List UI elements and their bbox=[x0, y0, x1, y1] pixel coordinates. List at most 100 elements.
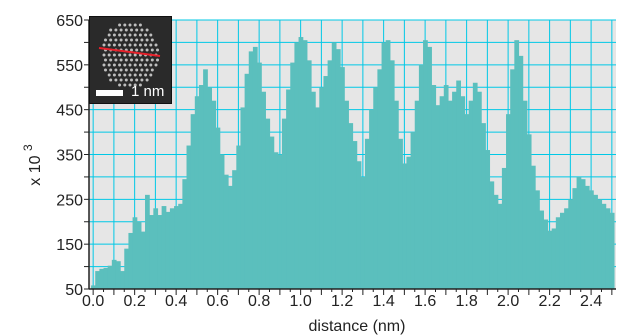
histogram-bar bbox=[327, 60, 333, 289]
scale-bar bbox=[96, 90, 123, 96]
histogram-bar bbox=[593, 194, 598, 289]
atomic-column bbox=[130, 68, 133, 72]
atomic-column bbox=[124, 68, 128, 72]
atomic-column bbox=[135, 78, 139, 82]
atomic-column bbox=[150, 38, 154, 42]
atomic-column bbox=[114, 28, 118, 32]
histogram-bar bbox=[115, 261, 121, 289]
histogram-bar bbox=[510, 69, 515, 289]
atomic-column bbox=[109, 78, 113, 82]
histogram-bar bbox=[169, 208, 175, 289]
atomic-column bbox=[128, 43, 132, 47]
histogram-bar bbox=[261, 91, 266, 289]
atomic-column bbox=[114, 38, 118, 42]
atomic-column bbox=[144, 73, 148, 77]
histogram-bar bbox=[431, 85, 437, 289]
histogram-bar bbox=[559, 212, 565, 289]
histogram-bar bbox=[298, 37, 304, 289]
y-tick-label: 650 bbox=[56, 13, 83, 30]
histogram-bar bbox=[132, 217, 138, 289]
histogram-bar bbox=[248, 51, 254, 289]
histogram-bar bbox=[476, 91, 482, 289]
atomic-column bbox=[119, 58, 123, 62]
histogram-bar bbox=[182, 179, 188, 289]
atomic-column bbox=[112, 33, 116, 37]
atomic-column bbox=[145, 48, 149, 52]
histogram-bar bbox=[265, 118, 271, 289]
atomic-column bbox=[118, 53, 122, 57]
histogram-bar bbox=[290, 62, 296, 290]
histogram-bar bbox=[389, 60, 395, 289]
histogram-bar bbox=[360, 176, 366, 289]
histogram-bar bbox=[497, 203, 503, 289]
histogram-bar bbox=[597, 199, 603, 289]
x-tick-label: 0.0 bbox=[82, 293, 104, 310]
histogram-bar bbox=[452, 91, 457, 289]
histogram-bar bbox=[190, 114, 196, 290]
atomic-column bbox=[138, 23, 142, 27]
histogram-bar bbox=[207, 87, 213, 289]
histogram-bar bbox=[369, 109, 374, 289]
atomic-column bbox=[128, 53, 132, 57]
histogram-bar bbox=[302, 40, 308, 289]
atomic-column bbox=[104, 68, 107, 72]
atomic-column bbox=[140, 68, 144, 72]
atomic-column bbox=[118, 33, 122, 37]
histogram-bar bbox=[203, 69, 208, 289]
atomic-column bbox=[150, 58, 154, 62]
atomic-column bbox=[135, 28, 139, 32]
atomic-column bbox=[145, 68, 149, 72]
histogram-bar bbox=[568, 199, 574, 289]
histogram-bar bbox=[311, 91, 316, 289]
atomic-column bbox=[118, 63, 122, 67]
histogram-bar bbox=[277, 154, 283, 289]
histogram-bar bbox=[398, 138, 403, 289]
histogram-bar bbox=[228, 185, 233, 289]
y-tick-label: 250 bbox=[56, 192, 83, 209]
histogram-bar bbox=[344, 100, 349, 289]
atomic-column bbox=[118, 83, 122, 87]
histogram-bar bbox=[439, 96, 445, 289]
histogram-bar bbox=[244, 73, 250, 289]
atomic-column bbox=[133, 23, 137, 27]
histogram-bar bbox=[423, 40, 428, 289]
stem-image-inset: 1 nm bbox=[89, 16, 172, 104]
x-tick-label: 2.4 bbox=[580, 293, 602, 310]
atomic-column bbox=[135, 48, 139, 52]
histogram-bar bbox=[364, 138, 370, 289]
atomic-column bbox=[119, 28, 123, 32]
atomic-column bbox=[114, 78, 118, 82]
histogram-bar bbox=[145, 194, 150, 289]
x-tick-label: 0.6 bbox=[207, 293, 229, 310]
histogram-bar bbox=[485, 150, 491, 289]
histogram-bar bbox=[522, 100, 528, 289]
histogram-bar bbox=[252, 46, 258, 290]
histogram-bar bbox=[257, 62, 262, 290]
histogram-bar bbox=[157, 215, 163, 289]
histogram-bar bbox=[281, 118, 287, 289]
atomic-column bbox=[118, 73, 122, 77]
histogram-bar bbox=[385, 40, 391, 289]
x-tick-label: 1.8 bbox=[455, 293, 477, 310]
atomic-column bbox=[107, 43, 111, 47]
atomic-column bbox=[123, 83, 127, 87]
histogram-bar bbox=[447, 100, 453, 289]
histogram-bar bbox=[194, 96, 200, 289]
y-axis-title-exponent: 3 bbox=[21, 144, 35, 151]
histogram-bar bbox=[91, 285, 96, 289]
y-tick-label: 450 bbox=[56, 103, 83, 120]
atomic-column bbox=[135, 58, 139, 62]
histogram-bar bbox=[547, 230, 553, 289]
histogram-bar bbox=[107, 265, 113, 289]
atomic-column bbox=[144, 63, 148, 67]
histogram-bar bbox=[315, 107, 320, 289]
atomic-column bbox=[140, 78, 144, 82]
atomic-column bbox=[124, 58, 128, 62]
atomic-columns bbox=[102, 23, 159, 87]
atomic-column bbox=[140, 58, 144, 62]
atomic-column bbox=[128, 23, 132, 27]
histogram-bar bbox=[460, 96, 466, 289]
atomic-column bbox=[133, 53, 137, 57]
histogram-bar bbox=[215, 127, 221, 289]
atomic-column bbox=[118, 23, 122, 27]
